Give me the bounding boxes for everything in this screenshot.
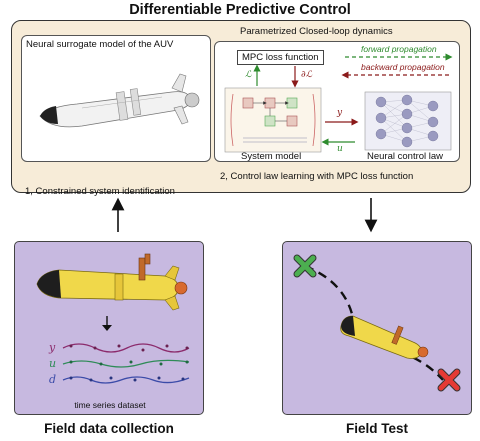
field-test-panel <box>282 241 472 415</box>
start-marker-icon <box>293 254 317 278</box>
signal-u-label: u <box>337 144 343 154</box>
auv-model-image <box>39 73 200 128</box>
forward-propagation-label: forward propagation <box>361 44 437 54</box>
closed-loop-label: Parametrized Closed-loop dynamics <box>240 26 393 37</box>
time-series-caption: time series dataset <box>74 400 146 410</box>
closed-loop-panel: MPC loss function ℒ ∂ℒ <box>214 41 460 162</box>
flow-arrows <box>111 197 378 233</box>
field-data-title: Field data collection <box>44 421 174 436</box>
time-series-lines <box>62 343 190 384</box>
backward-propagation-label: backward propagation <box>361 62 445 72</box>
auv-yellow-image <box>36 253 188 311</box>
gradient-symbol: ∂ℒ <box>301 70 313 80</box>
loss-symbol: ℒ <box>245 70 252 80</box>
field-test-title: Field Test <box>345 421 408 436</box>
trajectory-graphic <box>304 264 444 381</box>
signal-y-label: y <box>337 108 343 118</box>
surrogate-model-panel: Neural surrogate model of the AUV 1, Con… <box>21 35 211 197</box>
series-y-label: y <box>49 341 56 354</box>
series-d-label: d <box>49 373 57 386</box>
down-arrow-icon <box>102 316 112 331</box>
series-u-label: u <box>49 357 57 370</box>
top-panel: Neural surrogate model of the AUV 1, Con… <box>11 20 471 197</box>
end-marker-icon <box>437 368 461 392</box>
surrogate-model-label: Neural surrogate model of the AUV <box>26 39 174 50</box>
neural-network-graphic <box>375 94 439 148</box>
step2-label: 2, Control law learning with MPC loss fu… <box>220 171 414 182</box>
page-title: Differentiable Predictive Control <box>129 2 351 18</box>
step1-label: 1, Constrained system identification <box>25 186 175 197</box>
field-data-panel: y u d time series dataset <box>14 241 204 415</box>
system-model-label: System model <box>241 151 302 162</box>
neural-control-law-label: Neural control law <box>367 151 444 162</box>
mpc-loss-box: MPC loss function <box>237 50 324 65</box>
